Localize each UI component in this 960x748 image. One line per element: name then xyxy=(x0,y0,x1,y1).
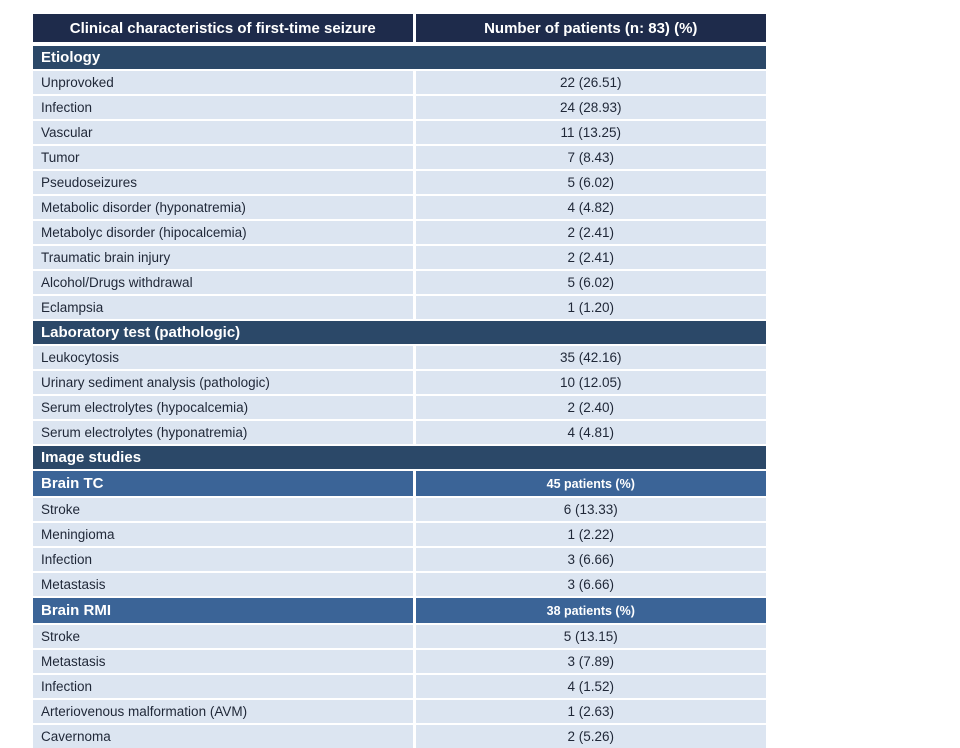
section-etiology: Etiology xyxy=(33,43,766,71)
row-label: Metabolyc disorder (hipocalcemia) xyxy=(33,219,414,245)
row-label: Traumatic brain injury xyxy=(33,244,414,270)
row-label: Metabolic disorder (hyponatremia) xyxy=(33,194,414,220)
row-value: 4 (4.81) xyxy=(412,419,766,445)
header-characteristics: Clinical characteristics of first-time s… xyxy=(33,14,414,46)
row-value: 4 (4.82) xyxy=(412,194,766,220)
row-label: Alcohol/Drugs withdrawal xyxy=(33,269,414,295)
row-label: Serum electrolytes (hyponatremia) xyxy=(33,419,414,445)
subheader-count: 38 patients (%) xyxy=(412,596,766,625)
row-value: 3 (6.66) xyxy=(412,546,766,572)
row-value: 1 (1.20) xyxy=(412,294,766,320)
section-title: Etiology xyxy=(33,43,766,71)
subheader-count: 45 patients (%) xyxy=(412,469,766,498)
row-value: 3 (6.66) xyxy=(412,571,766,597)
row-value: 2 (2.40) xyxy=(412,394,766,420)
clinical-characteristics-table: Clinical characteristics of first-time s… xyxy=(33,14,766,748)
table-row: Meningioma 1 (2.22) xyxy=(33,521,766,547)
row-label: Infection xyxy=(33,673,414,699)
row-label: Serum electrolytes (hypocalcemia) xyxy=(33,394,414,420)
row-label: Infection xyxy=(33,546,414,572)
subheader-title: Brain TC xyxy=(33,469,414,498)
table-row: Tumor 7 (8.43) xyxy=(33,144,766,170)
table-row: Infection 24 (28.93) xyxy=(33,94,766,120)
row-value: 6 (13.33) xyxy=(412,496,766,522)
row-value: 5 (6.02) xyxy=(412,169,766,195)
table-row: Vascular 11 (13.25) xyxy=(33,119,766,145)
row-label: Leukocytosis xyxy=(33,344,414,370)
table-row: Stroke 6 (13.33) xyxy=(33,496,766,522)
row-value: 2 (2.41) xyxy=(412,219,766,245)
row-label: Pseudoseizures xyxy=(33,169,414,195)
row-value: 35 (42.16) xyxy=(412,344,766,370)
section-title: Image studies xyxy=(33,444,766,471)
section-image-studies: Image studies xyxy=(33,444,766,471)
row-value: 2 (5.26) xyxy=(412,723,766,748)
row-label: Arteriovenous malformation (AVM) xyxy=(33,698,414,724)
row-label: Stroke xyxy=(33,623,414,649)
row-value: 5 (13.15) xyxy=(412,623,766,649)
table-row: Infection 4 (1.52) xyxy=(33,673,766,699)
header-patient-count: Number of patients (n: 83) (%) xyxy=(412,14,766,46)
row-label: Vascular xyxy=(33,119,414,145)
section-laboratory: Laboratory test (pathologic) xyxy=(33,319,766,346)
subheader-brain-rmi: Brain RMI 38 patients (%) xyxy=(33,596,766,625)
row-value: 22 (26.51) xyxy=(412,69,766,95)
subheader-title: Brain RMI xyxy=(33,596,414,625)
row-value: 1 (2.63) xyxy=(412,698,766,724)
row-label: Eclampsia xyxy=(33,294,414,320)
table-row: Stroke 5 (13.15) xyxy=(33,623,766,649)
row-label: Metastasis xyxy=(33,571,414,597)
row-value: 10 (12.05) xyxy=(412,369,766,395)
table-row: Traumatic brain injury 2 (2.41) xyxy=(33,244,766,270)
row-label: Stroke xyxy=(33,496,414,522)
row-label: Tumor xyxy=(33,144,414,170)
row-label: Meningioma xyxy=(33,521,414,547)
table-row: Urinary sediment analysis (pathologic) 1… xyxy=(33,369,766,395)
table-row: Serum electrolytes (hypocalcemia) 2 (2.4… xyxy=(33,394,766,420)
table-row: Alcohol/Drugs withdrawal 5 (6.02) xyxy=(33,269,766,295)
table-row: Metabolyc disorder (hipocalcemia) 2 (2.4… xyxy=(33,219,766,245)
row-value: 4 (1.52) xyxy=(412,673,766,699)
row-value: 1 (2.22) xyxy=(412,521,766,547)
table-row: Pseudoseizures 5 (6.02) xyxy=(33,169,766,195)
table-row: Leukocytosis 35 (42.16) xyxy=(33,344,766,370)
table-row: Metabolic disorder (hyponatremia) 4 (4.8… xyxy=(33,194,766,220)
row-label: Infection xyxy=(33,94,414,120)
row-value: 24 (28.93) xyxy=(412,94,766,120)
table-row: Cavernoma 2 (5.26) xyxy=(33,723,766,748)
table-row: Unprovoked 22 (26.51) xyxy=(33,69,766,95)
row-label: Unprovoked xyxy=(33,69,414,95)
row-value: 2 (2.41) xyxy=(412,244,766,270)
table-row: Eclampsia 1 (1.20) xyxy=(33,294,766,320)
row-value: 5 (6.02) xyxy=(412,269,766,295)
row-label: Cavernoma xyxy=(33,723,414,748)
row-value: 7 (8.43) xyxy=(412,144,766,170)
table-row: Metastasis 3 (6.66) xyxy=(33,571,766,597)
row-label: Urinary sediment analysis (pathologic) xyxy=(33,369,414,395)
table-header-row: Clinical characteristics of first-time s… xyxy=(33,14,766,46)
row-value: 11 (13.25) xyxy=(412,119,766,145)
table-row: Metastasis 3 (7.89) xyxy=(33,648,766,674)
section-title: Laboratory test (pathologic) xyxy=(33,319,766,346)
row-value: 3 (7.89) xyxy=(412,648,766,674)
subheader-brain-tc: Brain TC 45 patients (%) xyxy=(33,469,766,498)
table-row: Infection 3 (6.66) xyxy=(33,546,766,572)
table-row: Arteriovenous malformation (AVM) 1 (2.63… xyxy=(33,698,766,724)
table-row: Serum electrolytes (hyponatremia) 4 (4.8… xyxy=(33,419,766,445)
row-label: Metastasis xyxy=(33,648,414,674)
